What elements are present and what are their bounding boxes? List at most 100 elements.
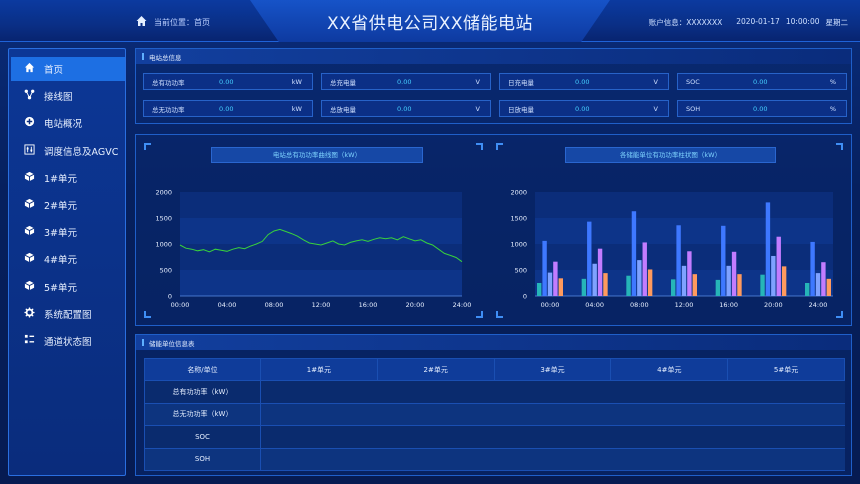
bar	[726, 265, 731, 296]
table-header-cell: 2#单元	[376, 358, 495, 381]
bar	[776, 236, 781, 296]
bar	[626, 275, 631, 296]
metric-value: 0.00	[219, 104, 234, 113]
bar	[587, 221, 592, 296]
grid-band	[180, 244, 462, 270]
x-tick-label: 04:00	[585, 301, 604, 309]
sidebar-item-label: 通道状态图	[44, 337, 92, 348]
x-tick-label: 00:00	[171, 301, 190, 309]
sidebar-item-label: 3#单元	[44, 228, 78, 240]
table-header-cell: 4#单元	[610, 358, 729, 381]
bar-chart-title: 各储能单位有功功率柱状图（kW）	[565, 147, 776, 163]
table-cell	[494, 425, 611, 449]
table-cell	[727, 425, 845, 449]
x-tick-label: 24:00	[809, 301, 828, 309]
sidebar-item-6[interactable]: 3#单元	[11, 220, 125, 244]
sidebar-item-7[interactable]: 4#单元	[11, 247, 125, 271]
x-tick-label: 24:00	[453, 301, 472, 309]
sidebar-item-1[interactable]: 接线图	[11, 84, 125, 108]
table-cell	[377, 402, 495, 426]
table-cell	[377, 425, 495, 449]
y-tick-label: 500	[160, 267, 172, 275]
metric-label: 总有功功率	[152, 78, 185, 87]
y-tick-label: 1500	[510, 215, 527, 223]
sidebar-item-9[interactable]: 系统配置图	[11, 302, 125, 326]
panel-header: 储能单位信息表	[136, 335, 851, 350]
x-tick-label: 12:00	[312, 301, 331, 309]
unit-table: 名称/单位 1#单元 2#单元 3#单元 4#单元 5#单元 总有功功率（kW） 总无功功率（…	[144, 358, 845, 471]
table-header-cell: 3#单元	[493, 358, 612, 381]
metric-value: 0.00	[753, 77, 768, 86]
x-tick-label: 04:00	[218, 301, 237, 309]
x-tick-label: 08:00	[630, 301, 649, 309]
y-tick-label: 1500	[155, 215, 172, 223]
sidebar-item-label: 2#单元	[44, 201, 78, 212]
metric-value: 0.00	[575, 77, 590, 86]
bar	[765, 202, 771, 296]
metric-unit: V	[653, 77, 658, 86]
bar	[547, 272, 553, 296]
metric-label: SOC	[686, 77, 700, 86]
metric-label: SOH	[686, 104, 701, 113]
grid-band	[535, 218, 833, 244]
bar	[715, 279, 721, 296]
metric-label: 总无功功率	[152, 105, 185, 114]
bar	[731, 251, 737, 296]
bar	[647, 269, 653, 296]
table-cell	[610, 380, 728, 404]
sidebar-item-10[interactable]: 通道状态图	[11, 329, 125, 353]
metric-label: 总充电量	[330, 78, 356, 87]
y-tick-label: 0	[523, 293, 527, 301]
bar	[810, 241, 815, 296]
line-chart-title: 电站总有功功率曲线图（kW）	[211, 147, 423, 163]
panel-title: 电站总信息	[149, 53, 182, 62]
table-row: 总无功功率（kW）	[144, 402, 845, 426]
sliders-icon	[24, 144, 35, 158]
y-tick-label: 1000	[155, 241, 172, 249]
table-cell	[727, 447, 845, 471]
bar	[821, 262, 826, 296]
sidebar-item-5[interactable]: 2#单元	[11, 193, 125, 217]
sidebar-item-8[interactable]: 5#单元	[11, 275, 125, 299]
sidebar: 首页接线图电站概况调度信息及AGVC 1#单元 2#单元 3#单元 4#单元 5#单元系统…	[8, 48, 126, 476]
x-tick-label: 20:00	[764, 301, 783, 309]
bar	[815, 273, 821, 296]
sidebar-item-2[interactable]: 电站概况	[11, 111, 125, 135]
header-bar: XX省供电公司XX储能电站 当前位置：首页 账户信息：XXXXXXX 2020-…	[0, 0, 860, 42]
bar	[581, 278, 587, 296]
row-label: SOC	[144, 425, 261, 449]
y-tick-label: 1000	[510, 241, 527, 249]
bar	[781, 266, 787, 296]
y-tick-label: 2000	[510, 189, 527, 197]
sidebar-item-label: 首页	[44, 65, 64, 76]
bar	[760, 274, 765, 296]
table-cell	[260, 447, 378, 471]
metric-unit: kW	[291, 77, 302, 86]
table-cell	[494, 380, 611, 404]
breadcrumb-label: 当前位置：首页	[154, 17, 210, 27]
current-time: 10:00:00	[785, 17, 820, 26]
metric-label: 日放电量	[508, 105, 534, 114]
y-tick-label: 2000	[155, 189, 172, 197]
bar	[592, 263, 597, 296]
sidebar-item-4[interactable]: 1#单元	[11, 166, 125, 190]
x-tick-label: 20:00	[406, 301, 425, 309]
table-row: 总有功功率（kW）	[144, 380, 845, 404]
sidebar-item-3[interactable]: 调度信息及AGVC	[11, 139, 125, 163]
panel-title: 储能单位信息表	[149, 339, 195, 348]
bar	[637, 260, 642, 296]
breadcrumb: 当前位置：首页	[135, 15, 210, 29]
bar-chart: 0 500 1000 1500 2000 00:00 04:00 08:00 12:00 16:0…	[510, 189, 833, 309]
sidebar-item-label: 1#单元	[44, 173, 78, 185]
table-row: SOC	[144, 425, 845, 449]
home-icon[interactable]	[135, 15, 148, 29]
x-tick-label: 00:00	[541, 301, 560, 309]
metric-value: 0.00	[397, 77, 412, 86]
charts-panel: 电站总有功功率曲线图（kW） 各储能单位有功功率柱状图（kW） 0 500 1000…	[135, 134, 852, 326]
home-icon	[24, 62, 35, 76]
metric-unit: %	[829, 104, 836, 113]
metric-value: 0.00	[397, 104, 412, 113]
x-tick-label: 16:00	[359, 301, 378, 309]
metric-unit: kW	[291, 104, 302, 113]
sidebar-item-0[interactable]: 首页	[11, 57, 125, 81]
